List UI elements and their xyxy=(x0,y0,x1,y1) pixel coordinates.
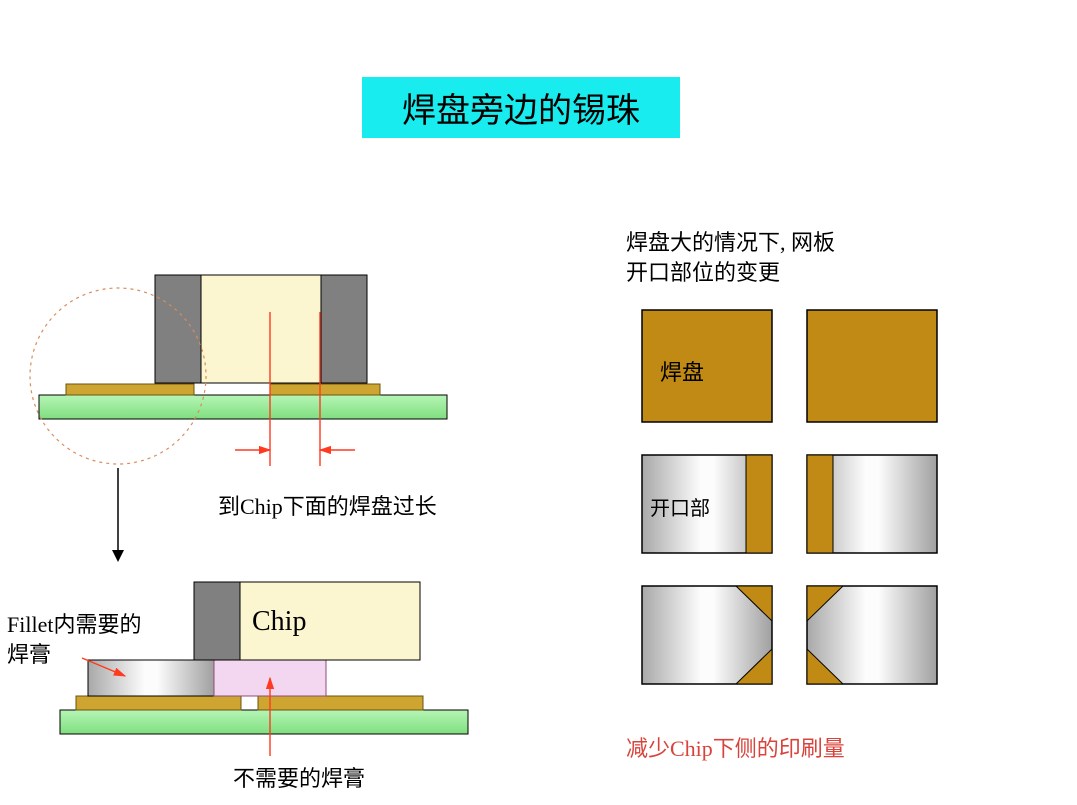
chip-label: Chip xyxy=(252,606,306,638)
right-header: 焊盘大的情况下, 网板 开口部位的变更 xyxy=(626,228,835,287)
pad-label: 焊盘 xyxy=(660,358,704,388)
fillet-label-line1: Fillet内需要的 xyxy=(7,612,141,637)
right-header-line2: 开口部位的变更 xyxy=(626,260,780,285)
fillet-label: Fillet内需要的 焊膏 xyxy=(7,610,141,669)
right-header-line1: 焊盘大的情况下, 网板 xyxy=(626,230,835,255)
bottom-caption: 不需要的焊膏 xyxy=(233,764,365,794)
top-caption: 到Chip下面的焊盘过长 xyxy=(218,492,437,522)
opening-label: 开口部 xyxy=(650,496,710,523)
fillet-label-line2: 焊膏 xyxy=(7,642,51,667)
page-title: 焊盘旁边的锡珠 xyxy=(362,77,680,138)
right-footer: 减少Chip下侧的印刷量 xyxy=(626,734,845,764)
